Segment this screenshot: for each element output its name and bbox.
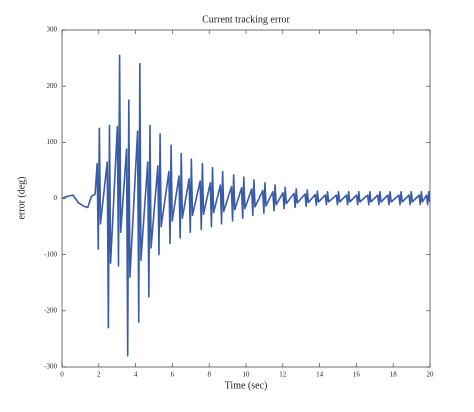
y-axis-label: error (deg) — [16, 176, 27, 219]
x-tick-label: 14 — [316, 371, 324, 379]
y-tick-label: 200 — [47, 82, 58, 90]
x-tick-label: 20 — [427, 371, 435, 379]
x-tick-label: 2 — [97, 371, 101, 379]
y-tick-label: -300 — [44, 363, 57, 371]
x-tick-label: 10 — [243, 371, 251, 379]
y-tick-label: -100 — [44, 250, 57, 258]
y-tick-label: 100 — [47, 138, 58, 146]
x-axis-label: Time (sec) — [225, 380, 268, 391]
x-tick-label: 12 — [279, 371, 287, 379]
x-tick-label: 8 — [207, 371, 211, 379]
x-tick-label: 16 — [353, 371, 361, 379]
y-tick-label: 0 — [54, 194, 58, 202]
y-tick-label: -200 — [44, 306, 57, 314]
x-tick-label: 6 — [171, 371, 175, 379]
chart-title: Current tracking error — [202, 14, 290, 25]
y-tick-label: 300 — [47, 26, 58, 34]
x-tick-label: 0 — [60, 371, 64, 379]
x-tick-label: 18 — [390, 371, 398, 379]
x-tick-label: 4 — [134, 371, 138, 379]
data-line — [61, 54, 431, 357]
